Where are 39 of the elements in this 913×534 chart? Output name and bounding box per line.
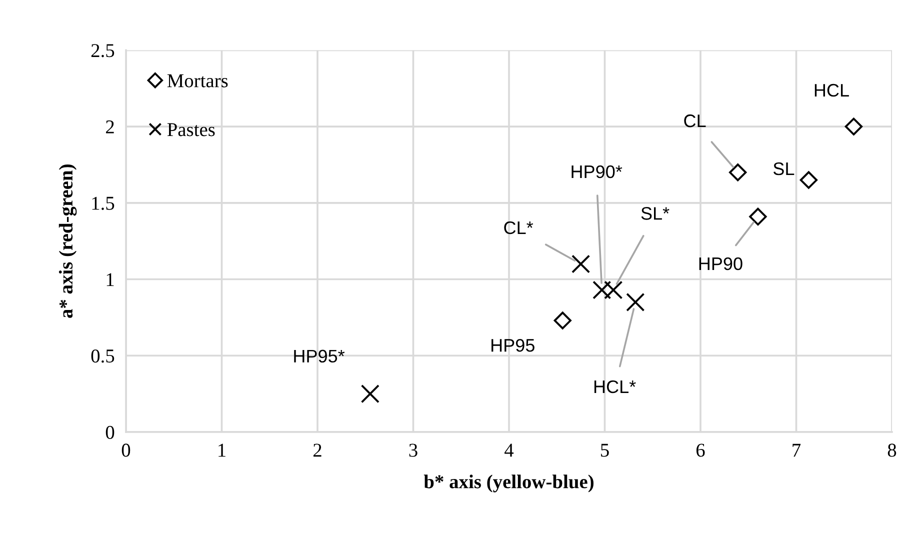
point xyxy=(800,171,818,189)
annotation: SL* xyxy=(641,207,670,220)
annotation: HP90 xyxy=(699,257,742,270)
x-tick-label: 7 xyxy=(792,444,801,457)
x-tick-label: 0 xyxy=(122,444,130,457)
x-tick-label: 3 xyxy=(409,444,418,457)
y-tick-label: 1 xyxy=(106,273,114,286)
annotation: CL* xyxy=(504,221,534,234)
x-tick-label: 6 xyxy=(696,444,705,457)
point xyxy=(729,164,747,182)
y-tick-label: 2.5 xyxy=(91,44,114,58)
point xyxy=(604,280,623,300)
y-tick-label: 0 xyxy=(106,426,114,439)
x-tick-label: 1 xyxy=(218,444,226,457)
legend-label: Pastes xyxy=(167,123,215,136)
y-axis-title: a* axis (red-green) xyxy=(58,164,77,318)
annotation: HCL xyxy=(814,84,849,97)
point xyxy=(592,280,612,300)
annotation: HP90* xyxy=(572,165,622,178)
x-tick-label: 2 xyxy=(313,444,322,457)
point xyxy=(360,384,380,404)
y-tick-label: 1.5 xyxy=(92,196,114,210)
point xyxy=(626,292,645,312)
point xyxy=(554,312,572,330)
annotation: SL xyxy=(773,162,794,176)
point xyxy=(844,118,863,136)
annotation: HP95 xyxy=(492,338,534,352)
annotation: HP95* xyxy=(294,350,345,363)
annotation: CL xyxy=(684,114,706,128)
y-tick-label: 0.5 xyxy=(91,349,114,363)
x-tick-label: 4 xyxy=(504,444,514,457)
annotation: HCL* xyxy=(594,380,636,394)
point xyxy=(572,254,590,274)
x-tick-label: 5 xyxy=(601,444,609,457)
point xyxy=(749,208,767,226)
x-tick-label: 8 xyxy=(888,444,896,457)
y-tick-label: 2 xyxy=(106,120,114,134)
legend-label: Mortars xyxy=(167,74,228,88)
x-axis-title: b* axis (yellow-blue) xyxy=(424,474,594,492)
